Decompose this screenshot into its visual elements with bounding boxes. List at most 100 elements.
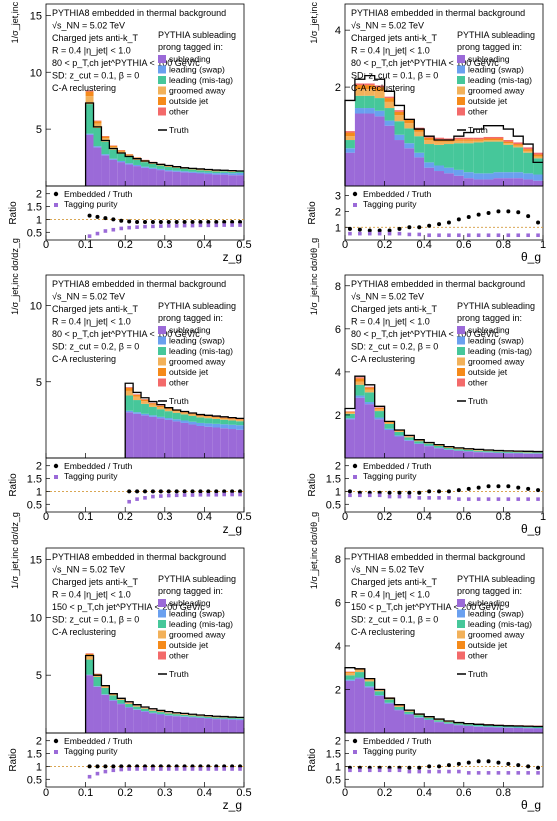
stack-bin-leading-mis-tag-: [374, 98, 385, 111]
ratio-point-embedded-truth: [158, 489, 163, 494]
ratio-point-purity: [206, 223, 211, 228]
stack-bin-subleading: [212, 427, 221, 458]
stack-bin-leading-mis-tag-: [85, 659, 94, 675]
ratio-point-embedded-truth: [427, 223, 432, 228]
ratio-point-embedded-truth: [206, 489, 211, 494]
stack-bin-leading-mis-tag-: [188, 169, 197, 172]
stack-bin-leading-swap-: [125, 410, 134, 413]
ratio-point-purity: [417, 769, 422, 774]
ratio-point-purity: [417, 496, 422, 500]
stack-bin-subleading: [444, 723, 454, 733]
stack-bin-other: [133, 394, 142, 395]
stack-bin-subleading: [424, 719, 435, 733]
x-tick-label: 1: [540, 511, 546, 523]
ratio-point-embedded-truth: [111, 764, 116, 769]
ratio-point-purity: [190, 223, 195, 228]
stack-bin-leading-mis-tag-: [93, 676, 102, 687]
ratio-frame: [344, 732, 544, 788]
ratio-point-embedded-truth: [198, 220, 203, 224]
stack-bin-subleading: [404, 148, 415, 186]
stack-bin-leading-swap-: [148, 712, 157, 714]
stack-bin-groomed-away: [483, 140, 494, 142]
ratio-point-purity: [166, 767, 171, 771]
stack-bin-groomed-away: [228, 171, 237, 172]
stack-bin-subleading: [141, 415, 149, 458]
ratio-legend-purity: Tagging purity: [64, 199, 118, 209]
stack-bin-outside-jet: [354, 378, 365, 382]
ratio-point-purity: [536, 497, 540, 501]
stack-bin-leading-swap-: [434, 447, 444, 449]
x-tick-label: 0.6: [456, 511, 471, 523]
ratio-point-embedded-truth: [95, 214, 100, 219]
stack-bin-groomed-away: [364, 89, 375, 96]
stack-bin-outside-jet: [188, 413, 197, 415]
stack-bin-subleading: [228, 175, 237, 186]
x-axis-label: θ_g: [521, 522, 541, 536]
ratio-point-embedded-truth: [526, 764, 531, 769]
stack-bin-leading-swap-: [493, 172, 504, 179]
legend-swatch: [158, 641, 166, 649]
legend-title: PYTHIA subleading: [158, 574, 236, 584]
stack-bin-leading-mis-tag-: [148, 406, 157, 416]
legend-swatch: [158, 630, 166, 639]
ratio-point-embedded-truth: [214, 489, 219, 494]
stack-bin-leading-swap-: [384, 428, 395, 431]
stack-bin-subleading: [148, 168, 157, 186]
ratio-point-purity: [166, 224, 171, 228]
ratio-point-purity: [457, 769, 461, 774]
ratio-point-purity: [214, 767, 219, 771]
ratio-legend-marker-purity: [353, 203, 357, 207]
stack-bin-outside-jet: [220, 417, 229, 419]
stack-bin-leading-mis-tag-: [133, 706, 142, 710]
ratio-legend-embedded: Embedded / Truth: [64, 461, 133, 471]
legend-label: subleading: [468, 598, 510, 608]
stack-bin-outside-jet: [196, 415, 205, 417]
x-tick-label: 1: [540, 239, 546, 251]
stack-bin-other: [473, 137, 484, 140]
stack-bin-leading-swap-: [374, 695, 385, 696]
stack-bin-leading-mis-tag-: [424, 144, 435, 163]
stack-bin-outside-jet: [364, 678, 375, 680]
annotation-line: R = 0.4 |η_jet| < 1.0: [52, 590, 131, 600]
stack-bin-leading-swap-: [424, 445, 435, 447]
stack-bin-subleading: [85, 675, 94, 733]
ratio-point-embedded-truth: [367, 228, 372, 233]
truth-line: [124, 382, 244, 458]
y-axis-label: 1/σ_jet,inc dσ/dz_g: [10, 0, 20, 43]
ratio-frame: [45, 457, 245, 513]
legend-label: leading (swap): [169, 65, 225, 75]
ratio-point-embedded-truth: [506, 761, 511, 766]
stack-bin-groomed-away: [533, 156, 543, 159]
ratio-point-purity: [407, 494, 412, 499]
stacked-histogram: [345, 668, 543, 733]
stack-bin-leading-mis-tag-: [384, 108, 395, 121]
stack-bin-outside-jet: [523, 149, 534, 151]
legend-swatch: [457, 326, 465, 334]
stack-bin-subleading: [503, 453, 514, 458]
stack-bin-leading-mis-tag-: [220, 717, 229, 719]
ratio-point-purity: [127, 767, 131, 771]
stack-bin-leading-mis-tag-: [141, 403, 149, 414]
legend-label: subleading: [169, 598, 211, 608]
stack-bin-subleading: [196, 173, 205, 186]
stack-bin-outside-jet: [93, 121, 102, 124]
stack-bin-groomed-away: [434, 141, 444, 145]
stack-bin-outside-jet: [345, 672, 355, 674]
legend-swatch: [158, 55, 166, 63]
ratio-point-purity: [222, 492, 226, 497]
ratio-point-embedded-truth: [150, 489, 155, 494]
stack-bin-outside-jet: [172, 410, 181, 412]
ratio-point-purity: [358, 493, 362, 498]
ratio-point-purity: [506, 771, 511, 775]
ratio-frame: [344, 457, 544, 513]
legend-label: other: [169, 651, 189, 661]
stack-bin-leading-swap-: [236, 425, 244, 430]
ratio-point-embedded-truth: [87, 764, 92, 769]
stack-bin-leading-mis-tag-: [345, 140, 355, 149]
ratio-point-purity: [387, 768, 392, 773]
legend-swatch: [457, 347, 465, 355]
legend-swatch: [457, 368, 465, 376]
stack-bin-leading-mis-tag-: [523, 726, 534, 728]
legend-swatch: [158, 76, 166, 84]
stack-bin-other: [394, 110, 405, 112]
